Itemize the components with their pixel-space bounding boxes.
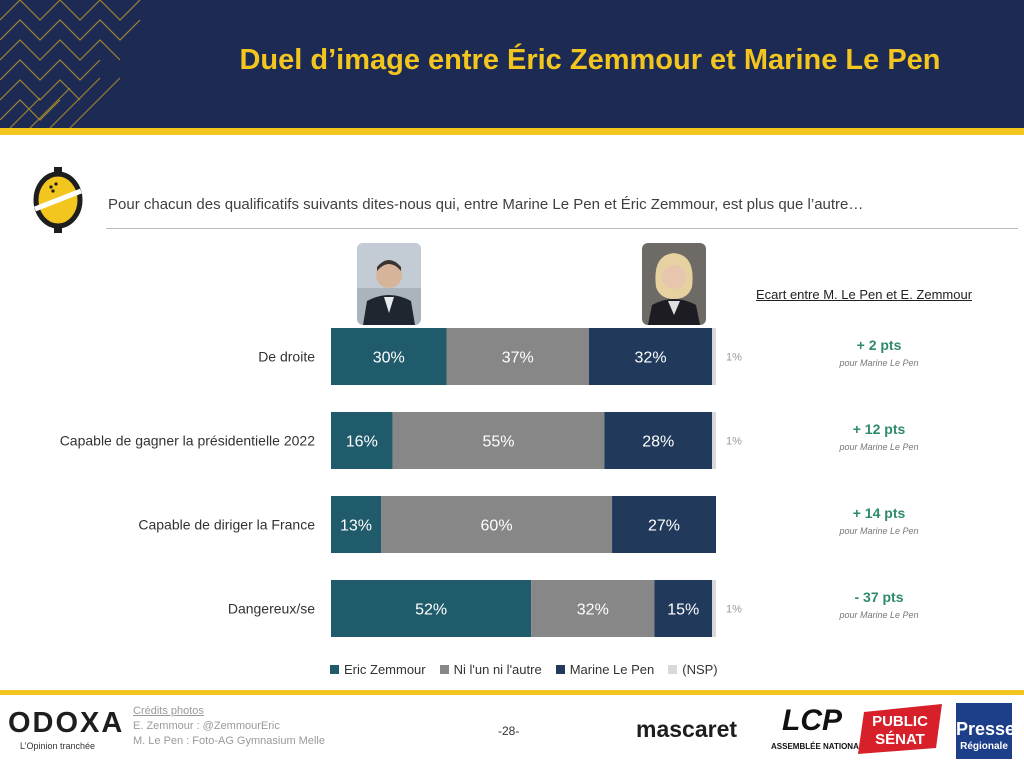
data-label: 55% xyxy=(482,434,514,451)
legend-swatch xyxy=(439,665,449,674)
bar-segment xyxy=(331,496,382,553)
gap-column-header: Ecart entre M. Le Pen et E. Zemmour xyxy=(756,287,973,302)
page-title: Duel d’image entre Éric Zemmour et Marin… xyxy=(239,44,941,76)
gap-note: pour Marine Le Pen xyxy=(838,358,918,368)
bar-segment xyxy=(588,328,713,385)
chart-legend: Eric Zemmour Ni l'un ni l'autre Marine L… xyxy=(330,662,718,677)
lcp-logo: LCP xyxy=(782,704,842,737)
data-label: 52% xyxy=(415,602,447,619)
data-label: 28% xyxy=(642,434,674,451)
bar-segment xyxy=(331,580,532,637)
bar-segment xyxy=(381,496,613,553)
legend-item-neither: Ni l'un ni l'autre xyxy=(439,662,542,677)
presse-line2: Régionale xyxy=(960,741,1008,752)
data-label: 15% xyxy=(667,602,699,619)
lcp-logo-subtitle: ASSEMBLÉE NATIONALE xyxy=(771,742,870,751)
odoxa-logo: ODOXA xyxy=(8,707,125,739)
page-number: -28- xyxy=(498,724,520,738)
footer-accent-stripe xyxy=(0,690,1024,695)
category-label: Dangereux/se xyxy=(228,601,315,617)
odoxa-tagline: L’Opinion tranchée xyxy=(20,741,96,751)
legend-label: Eric Zemmour xyxy=(344,662,426,677)
question-divider xyxy=(106,228,1018,229)
legend-item-le-pen: Marine Le Pen xyxy=(555,662,655,677)
bar-segment xyxy=(654,580,713,637)
decorative-pattern xyxy=(0,0,141,128)
legend-item-zemmour: Eric Zemmour xyxy=(330,662,426,677)
mascaret-logo: mascaret xyxy=(636,716,738,742)
bar-segment xyxy=(712,580,716,637)
legend-item-nsp: (NSP) xyxy=(668,662,718,677)
bar-segment xyxy=(612,496,716,553)
credit-le-pen: M. Le Pen : Foto-AG Gymnasium Melle xyxy=(133,735,325,747)
legend-label: Marine Le Pen xyxy=(569,662,655,677)
gap-note: pour Marine Le Pen xyxy=(838,442,918,452)
data-label: 32% xyxy=(577,602,609,619)
data-label: 32% xyxy=(635,350,667,367)
presse-line1: Presse xyxy=(956,719,1012,739)
gap-value: - 37 pts xyxy=(854,589,903,605)
bar-segment xyxy=(604,412,713,469)
nsp-label: 1% xyxy=(726,352,742,364)
survey-question: Pour chacun des qualificatifs suivants d… xyxy=(108,196,864,213)
header-accent-stripe xyxy=(0,128,1024,135)
nsp-label: 1% xyxy=(726,604,742,616)
photo-credits: Crédits photos E. Zemmour : @ZemmourEric… xyxy=(133,704,325,749)
nsp-label: 1% xyxy=(726,436,742,448)
data-label: 13% xyxy=(340,518,372,535)
gap-value: + 14 pts xyxy=(853,505,906,521)
bar-segment xyxy=(446,328,589,385)
legend-label: (NSP) xyxy=(682,662,718,677)
bar-segment xyxy=(331,328,447,385)
category-label: Capable de gagner la présidentielle 2022 xyxy=(60,433,316,449)
data-label: 60% xyxy=(481,518,513,535)
credits-title[interactable]: Crédits photos xyxy=(133,705,204,717)
bar-segment xyxy=(712,328,716,385)
legend-swatch xyxy=(668,665,678,674)
bar-segment xyxy=(531,580,655,637)
zemmour-portrait xyxy=(357,243,421,325)
data-label: 16% xyxy=(346,434,378,451)
bar-segment xyxy=(331,412,393,469)
public-senat-line1: PUBLIC xyxy=(872,713,928,730)
gap-note: pour Marine Le Pen xyxy=(838,526,918,536)
data-label: 37% xyxy=(502,350,534,367)
gap-value: + 12 pts xyxy=(853,421,906,437)
legend-swatch xyxy=(330,665,339,674)
category-label: De droite xyxy=(258,349,315,365)
public-senat-line2: SÉNAT xyxy=(875,731,925,748)
legend-label: Ni l'un ni l'autre xyxy=(453,662,542,677)
gap-value: + 2 pts xyxy=(857,337,902,353)
presse-regionale-logo: Presse Régionale xyxy=(956,703,1012,759)
le-pen-portrait xyxy=(642,243,706,325)
credit-zemmour: E. Zemmour : @ZemmourEric xyxy=(133,720,280,732)
data-label: 30% xyxy=(373,350,405,367)
bar-segment xyxy=(712,412,716,469)
legend-swatch xyxy=(555,665,565,674)
bar-segment xyxy=(392,412,605,469)
odoxa-logo-icon xyxy=(33,167,83,233)
public-senat-logo: PUBLIC SÉNAT xyxy=(858,704,942,754)
data-label: 27% xyxy=(648,518,680,535)
category-label: Capable de diriger la France xyxy=(138,517,315,533)
header-banner: Duel d’image entre Éric Zemmour et Marin… xyxy=(0,0,1024,128)
gap-note: pour Marine Le Pen xyxy=(838,610,918,620)
